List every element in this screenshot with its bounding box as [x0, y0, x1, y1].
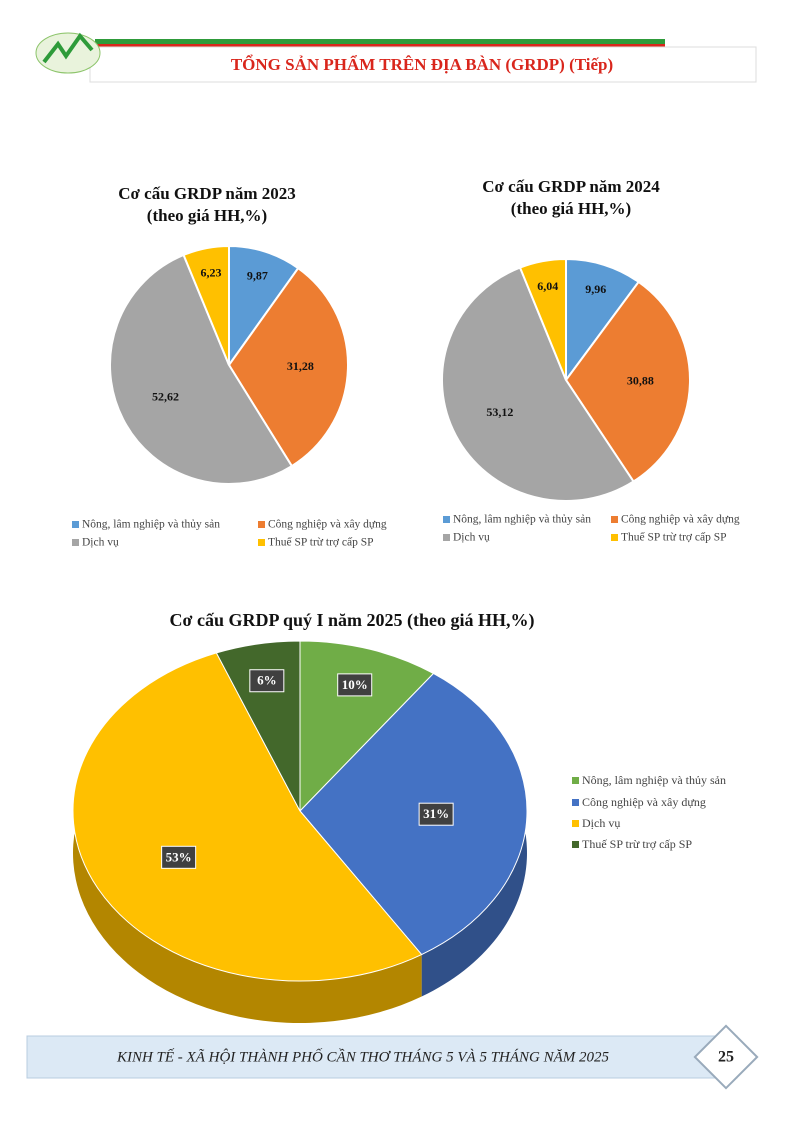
slice	[182, 244, 230, 366]
footer-text: KINH TẾ - XÃ HỘI THÀNH PHỐ CẦN THƠ THÁNG…	[116, 1047, 610, 1065]
legend-swatch	[72, 521, 79, 528]
legend-label: Công nghiệp và xây dựng	[621, 514, 740, 526]
chart-title: Cơ cấu GRDP quý I năm 2025 (theo giá HH,…	[170, 610, 535, 631]
data-label: 6%	[257, 673, 277, 688]
slice	[227, 266, 349, 468]
legend-swatch	[611, 534, 618, 541]
legend-label: Nông, lâm nghiệp và thủy sản	[582, 773, 726, 787]
legend-swatch	[572, 799, 579, 806]
chart-title: Cơ cấu GRDP năm 2023	[118, 184, 296, 203]
header-box	[89, 46, 757, 83]
slice	[441, 266, 635, 502]
legend-label: Dịch vụ	[582, 816, 620, 830]
slice	[72, 652, 423, 982]
data-label: 52,62	[152, 389, 179, 403]
slice-side	[73, 652, 422, 1023]
slice	[518, 257, 567, 381]
legend-label: Công nghiệp và xây dựng	[582, 795, 706, 809]
data-label: 6,04	[537, 279, 558, 293]
legend-label: Dịch vụ	[453, 532, 490, 544]
legend-label: Nông, lâm nghiệp và thủy sản	[82, 519, 220, 531]
slice	[299, 672, 528, 956]
header-title: TỔNG SẢN PHẨM TRÊN ĐỊA BÀN (GRDP) (Tiếp)	[231, 54, 613, 74]
legend-swatch	[572, 777, 579, 784]
data-label: 10%	[342, 677, 368, 692]
header-bar-green	[95, 39, 665, 44]
chart-subtitle: (theo giá HH,%)	[511, 199, 631, 218]
slice	[564, 280, 691, 483]
legend-swatch	[572, 820, 579, 827]
legend-swatch	[572, 841, 579, 848]
data-label-box	[161, 845, 197, 869]
data-label: 53%	[166, 849, 192, 864]
legend-swatch	[443, 534, 450, 541]
legend-label: Thuế SP trừ trợ cấp SP	[621, 531, 726, 544]
header-icon-arrow	[42, 32, 94, 64]
data-label: 9,96	[585, 282, 606, 296]
data-label-box	[337, 673, 373, 697]
legend-swatch	[443, 516, 450, 523]
page-number: 25	[718, 1049, 734, 1066]
legend-label: Công nghiệp và xây dựng	[268, 519, 387, 531]
legend-swatch	[611, 516, 618, 523]
data-label-box	[249, 669, 285, 693]
data-label: 6,23	[200, 266, 221, 280]
slice	[299, 640, 435, 813]
page-number-badge	[693, 1024, 759, 1090]
data-label: 31,28	[287, 359, 314, 373]
chart-title: Cơ cấu GRDP năm 2024	[482, 177, 660, 196]
chart-subtitle: (theo giá HH,%)	[147, 206, 267, 225]
legend-label: Thuế SP trừ trợ cấp SP	[582, 837, 692, 851]
legend-swatch	[258, 539, 265, 546]
data-label-box	[418, 802, 454, 826]
slice	[228, 244, 300, 369]
data-label: 31%	[423, 806, 449, 821]
legend-swatch	[258, 521, 265, 528]
header-bar-red	[95, 44, 665, 48]
slice	[109, 253, 294, 485]
legend-label: Thuế SP trừ trợ cấp SP	[268, 536, 373, 549]
legend-label: Nông, lâm nghiệp và thủy sản	[453, 514, 591, 526]
legend-swatch	[72, 539, 79, 546]
data-label: 53,12	[486, 405, 513, 419]
data-label: 9,87	[247, 268, 268, 282]
data-label: 30,88	[627, 374, 654, 388]
slice	[565, 257, 641, 384]
footer-band	[26, 1035, 738, 1079]
legend-label: Dịch vụ	[82, 537, 119, 549]
